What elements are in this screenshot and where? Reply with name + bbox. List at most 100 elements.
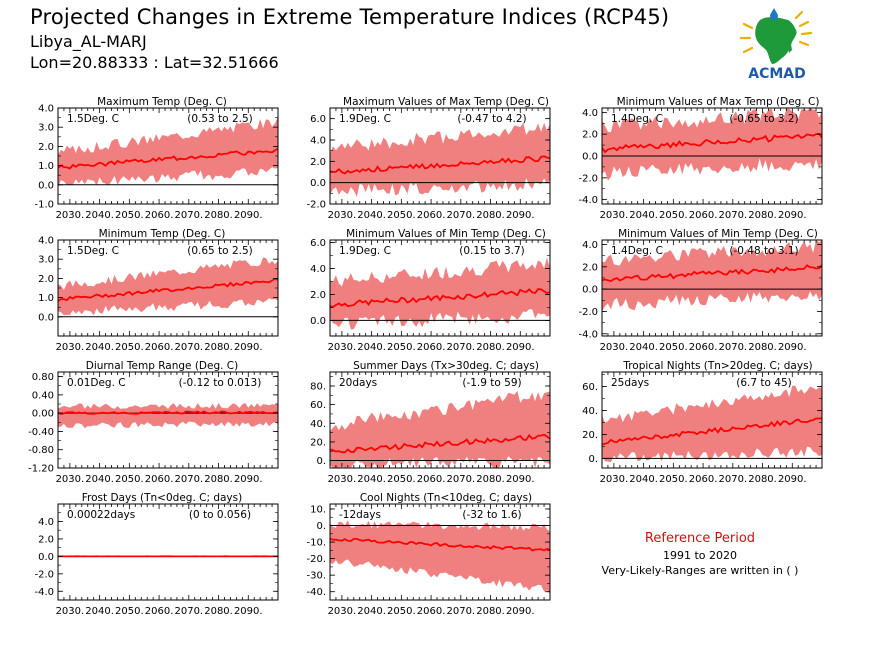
y-tick-label: -0.80 [28, 445, 54, 456]
x-tick-label: 2060. [689, 474, 718, 485]
reference-period-title: Reference Period [644, 531, 756, 546]
summary-value: 1.5Deg. C [67, 245, 119, 257]
y-tick-label: 60. [582, 382, 598, 393]
chart-panel: 2030. 2040. 2050. 2060. 2070. 2080. 2090. 60. 40… [582, 360, 823, 485]
chart-title: Tropical Nights (Tn>20deg. C; days) [622, 360, 812, 372]
x-tick-label: 2070. [174, 474, 203, 485]
coordinates-label: Lon=20.88333 : Lat=32.51666 [30, 53, 279, 72]
page-title: Projected Changes in Extreme Temperature… [30, 5, 670, 29]
x-tick-label: 2090. [234, 342, 263, 353]
x-tick-label: 2050. [387, 342, 416, 353]
chart-panel: 2030. 2040. 2050. 2060. 2070. 2080. 2090. 4.0 2.… [578, 228, 823, 353]
y-tick-label: -4.0 [578, 195, 598, 206]
africa-map-icon [755, 17, 797, 64]
median-line [330, 433, 550, 454]
range-band [58, 116, 278, 188]
logo-text: ACMAD [748, 66, 806, 82]
chart-title: Maximum Values of Max Temp (Deg. C) [343, 96, 549, 108]
y-tick-label: -2.0 [578, 307, 598, 318]
y-tick-label: 4.0 [38, 236, 54, 247]
x-tick-label: 2060. [145, 606, 174, 617]
chart-panel: 2030. 2040. 2050. 2060. 2070. 2080. 2090. 0.80 0… [28, 360, 279, 485]
x-tick-label: 2040. [629, 342, 658, 353]
plot-frame [57, 503, 279, 601]
y-tick-label: 60. [310, 400, 326, 411]
chart-panel: 2030. 2040. 2050. 2060. 2070. 2080. 2090. 80. 60… [310, 360, 551, 485]
x-tick-label: 2090. [506, 606, 535, 617]
median-line [58, 278, 278, 302]
x-tick-label: 2070. [174, 606, 203, 617]
y-tick-label: 2.0 [38, 142, 54, 153]
range-band [602, 385, 822, 462]
median-line [602, 264, 822, 283]
chart-title: Minimum Values of Min Temp (Deg. C) [618, 228, 818, 240]
plot-frame [601, 371, 823, 469]
sun-rays-icon [739, 10, 813, 54]
x-tick-label: 2030. [600, 474, 629, 485]
summary-value: 1.9Deg. C [339, 113, 391, 125]
y-tick-label: 0.0 [38, 180, 54, 191]
x-tick-label: 2080. [476, 342, 505, 353]
x-tick-label: 2030. [56, 342, 85, 353]
chart-title: Frost Days (Tn<0deg. C; days) [82, 492, 242, 504]
x-tick-label: 2060. [417, 342, 446, 353]
y-tick-label: 0. [316, 456, 326, 467]
location-label: Libya_AL-MARJ [30, 32, 147, 51]
y-tick-label: 20. [582, 430, 598, 441]
x-tick-label: 2030. [56, 474, 85, 485]
y-tick-label: 1.0 [38, 161, 54, 172]
x-tick-label: 2030. [56, 210, 85, 221]
chart-panel: 2030. 2040. 2050. 2060. 2070. 2080. 2090. 6.0 4.… [306, 96, 551, 221]
x-tick-label: 2030. [600, 342, 629, 353]
x-tick-label: 2070. [718, 474, 747, 485]
x-tick-label: 2040. [357, 342, 386, 353]
x-tick-label: 2030. [56, 606, 85, 617]
x-tick-label: 2080. [204, 474, 233, 485]
x-tick-label: 2060. [145, 474, 174, 485]
chart-title: Summer Days (Tx>30deg. C; days) [353, 360, 539, 372]
median-line [58, 147, 278, 170]
y-tick-label: 6.0 [310, 238, 326, 249]
y-tick-label: 2.0 [582, 130, 598, 141]
x-tick-label: 2090. [234, 210, 263, 221]
median-line [58, 410, 278, 415]
x-tick-label: 2070. [174, 342, 203, 353]
y-tick-label: -30. [306, 571, 326, 582]
plot-frame [601, 239, 823, 337]
y-tick-label: 4.0 [310, 136, 326, 147]
x-tick-label: 2060. [417, 606, 446, 617]
x-tick-label: 2080. [748, 474, 777, 485]
x-tick-label: 2040. [357, 210, 386, 221]
x-tick-label: 2070. [174, 210, 203, 221]
x-tick-label: 2080. [204, 210, 233, 221]
x-tick-label: 2070. [446, 474, 475, 485]
chart-panel: 2030. 2040. 2050. 2060. 2070. 2080. 2090. 4.0 2.… [34, 492, 279, 617]
x-tick-label: 2080. [204, 606, 233, 617]
x-tick-label: 2090. [778, 342, 807, 353]
summary-value: 25days [611, 377, 649, 389]
plot-frame [329, 239, 551, 337]
y-tick-label: 4.0 [310, 264, 326, 275]
x-tick-label: 2060. [689, 342, 718, 353]
x-tick-label: 2090. [506, 474, 535, 485]
x-tick-label: 2040. [85, 606, 114, 617]
x-tick-label: 2050. [115, 474, 144, 485]
range-band [58, 257, 278, 316]
x-tick-label: 2060. [689, 210, 718, 221]
likely-range: (-0.48 to 3.1) [729, 245, 798, 257]
y-tick-label: 6.0 [310, 114, 326, 125]
likely-range: (-0.12 to 0.013) [179, 377, 262, 389]
y-tick-label: 2.0 [310, 157, 326, 168]
acmad-logo: ACMAD [739, 8, 813, 82]
x-tick-label: 2090. [234, 606, 263, 617]
x-tick-label: 2040. [357, 606, 386, 617]
y-tick-label: 4.0 [582, 240, 598, 251]
x-tick-label: 2030. [600, 210, 629, 221]
likely-range: (-0.47 to 4.2) [457, 113, 526, 125]
range-band [58, 403, 278, 429]
x-tick-label: 2040. [629, 210, 658, 221]
y-tick-label: 40. [310, 419, 326, 430]
likely-range: (-32 to 1.6) [462, 509, 521, 521]
plot-frame [329, 371, 551, 469]
chart-panel: 2030. 2040. 2050. 2060. 2070. 2080. 2090. 4.0 3.… [38, 228, 279, 353]
